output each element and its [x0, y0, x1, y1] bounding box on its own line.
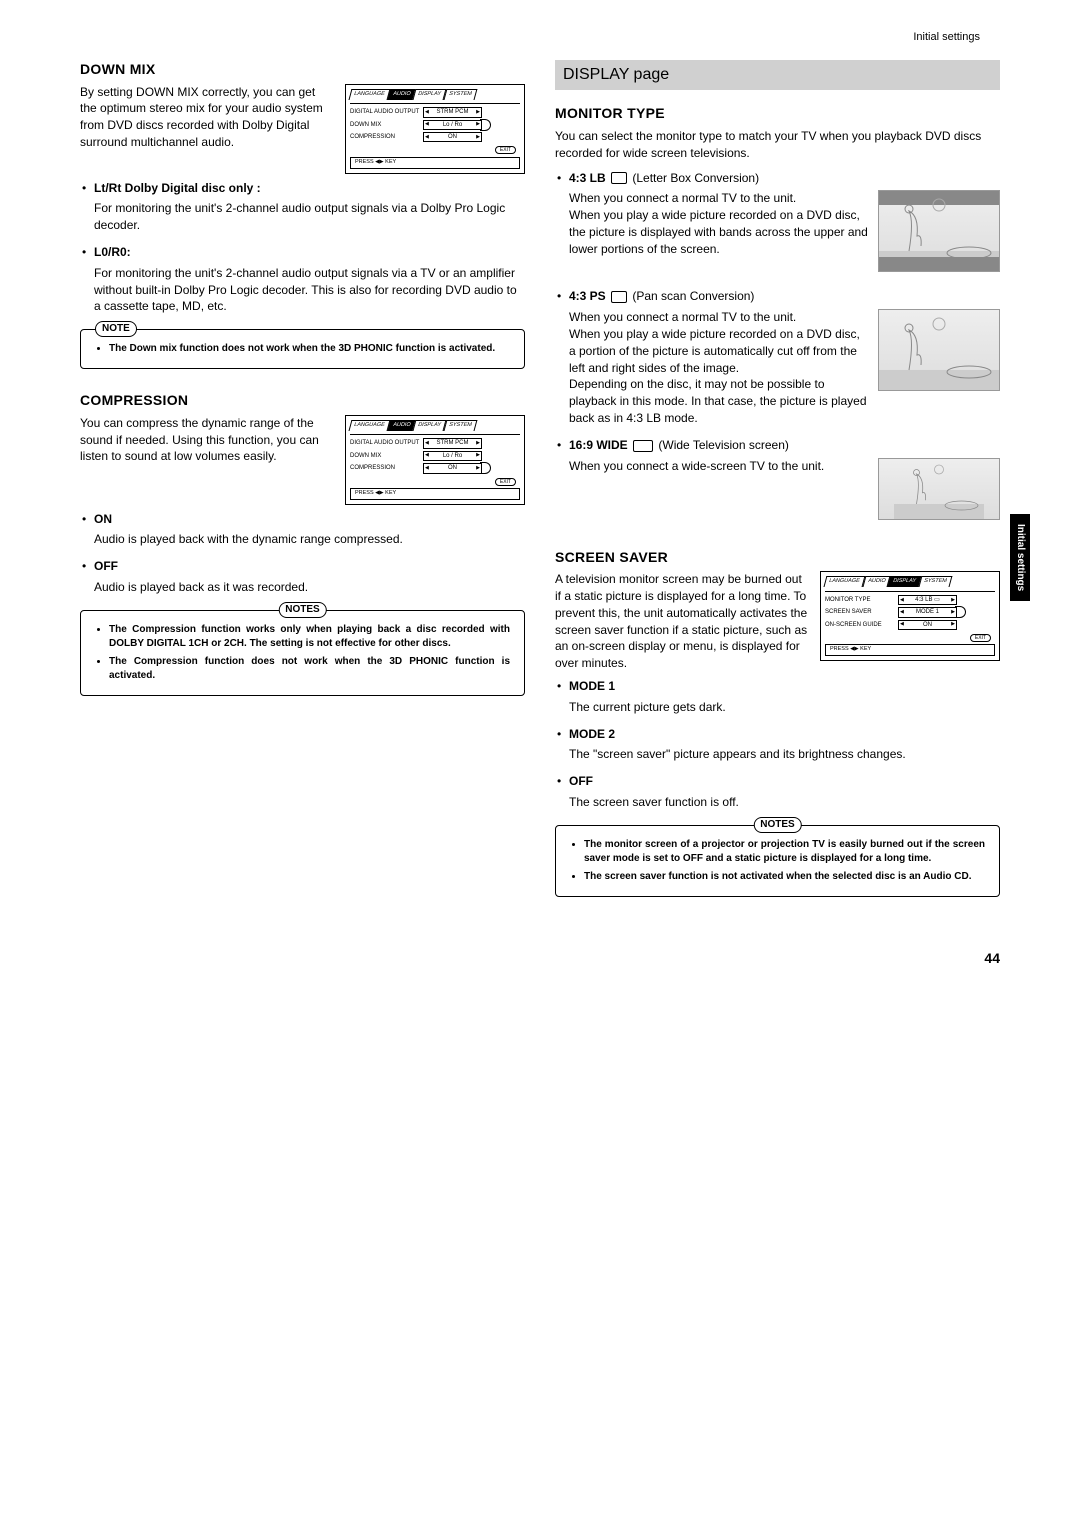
- note-item: The Compression function does not work w…: [109, 655, 510, 683]
- bullet: Lt/Rt Dolby Digital disc only :: [80, 180, 525, 197]
- bullet-label: ON: [94, 512, 112, 526]
- bullet-desc: The current picture gets dark.: [555, 699, 1000, 716]
- note-item: The Compression function works only when…: [109, 623, 510, 651]
- bullet-desc: Audio is played back as it was recorded.: [80, 579, 525, 596]
- side-tab: Initial settings: [1010, 514, 1030, 601]
- bullet-label: L0/R0:: [94, 245, 131, 259]
- monitor-intro: You can select the monitor type to match…: [555, 128, 1000, 162]
- bullet-label: OFF: [94, 559, 118, 573]
- illustration: [878, 309, 1000, 391]
- bullet-label: Lt/Rt Dolby Digital disc only :: [94, 181, 261, 195]
- bullet-desc: For monitoring the unit's 2-channel audi…: [80, 265, 525, 315]
- saver-block: SCREEN SAVER A television monitor screen…: [555, 548, 1000, 897]
- left-column: DOWN MIX By setting DOWN MIX correctly, …: [80, 60, 525, 919]
- monitor-label: 4:3 LB: [569, 171, 606, 185]
- saver-intro: A television monitor screen may be burne…: [555, 571, 810, 672]
- compression-note: NOTES The Compression function works onl…: [80, 610, 525, 696]
- bullet: MODE 1: [555, 678, 1000, 695]
- downmix-note: NOTE The Down mix function does not work…: [80, 329, 525, 369]
- monitor-desc: When you connect a wide-screen TV to the…: [555, 458, 1000, 526]
- tv-icon: [611, 172, 627, 184]
- note-item: The monitor screen of a projector or pro…: [584, 838, 985, 866]
- downmix-block: DOWN MIX By setting DOWN MIX correctly, …: [80, 60, 525, 369]
- note-item: The Down mix function does not work when…: [109, 342, 510, 356]
- illustration: [878, 458, 1000, 520]
- note-title: NOTE: [95, 321, 137, 337]
- monitor-block: MONITOR TYPE You can select the monitor …: [555, 104, 1000, 525]
- bullet-label: OFF: [569, 774, 593, 788]
- page-number: 44: [80, 949, 1000, 969]
- tv-icon: [611, 291, 627, 303]
- downmix-menu: LANGUAGEAUDIODISPLAYSYSTEMDIGITAL AUDIO …: [345, 84, 525, 174]
- compression-items: ON Audio is played back with the dynamic …: [80, 511, 525, 596]
- monitor-items: 4:3 LB (Letter Box Conversion) When you c…: [555, 170, 1000, 526]
- note-title: NOTES: [753, 817, 801, 833]
- bullet-desc: The "screen saver" picture appears and i…: [555, 746, 1000, 763]
- bullet: MODE 2: [555, 726, 1000, 743]
- monitor-bullet: 4:3 PS (Pan scan Conversion): [555, 288, 1000, 305]
- monitor-title: MONITOR TYPE: [555, 104, 1000, 124]
- bullet: OFF: [80, 558, 525, 575]
- downmix-title: DOWN MIX: [80, 60, 525, 80]
- downmix-intro: By setting DOWN MIX correctly, you can g…: [80, 84, 335, 151]
- saver-menu: LANGUAGEAUDIODISPLAYSYSTEMMONITOR TYPE◀4…: [820, 571, 1000, 661]
- illustration: [878, 190, 1000, 272]
- saver-title: SCREEN SAVER: [555, 548, 1000, 568]
- compression-intro: You can compress the dynamic range of th…: [80, 415, 335, 465]
- saver-note: NOTES The monitor screen of a projector …: [555, 825, 1000, 897]
- monitor-label: 16:9 WIDE: [569, 438, 628, 452]
- bullet: OFF: [555, 773, 1000, 790]
- tv-icon: [633, 440, 653, 452]
- bullet-label: MODE 1: [569, 679, 615, 693]
- compression-block: COMPRESSION You can compress the dynamic…: [80, 391, 525, 696]
- monitor-bullet: 16:9 WIDE (Wide Television screen): [555, 437, 1000, 454]
- right-column: DISPLAY page MONITOR TYPE You can select…: [555, 60, 1000, 919]
- note-item: The screen saver function is not activat…: [584, 870, 985, 884]
- bullet-desc: The screen saver function is off.: [555, 794, 1000, 811]
- note-title: NOTES: [278, 602, 326, 618]
- display-band: DISPLAY page: [555, 60, 1000, 90]
- compression-menu: LANGUAGEAUDIODISPLAYSYSTEMDIGITAL AUDIO …: [345, 415, 525, 505]
- bullet-label: MODE 2: [569, 727, 615, 741]
- downmix-items: Lt/Rt Dolby Digital disc only : For monit…: [80, 180, 525, 316]
- monitor-desc: When you connect a normal TV to the unit…: [555, 309, 1000, 427]
- bullet: L0/R0:: [80, 244, 525, 261]
- monitor-desc: When you connect a normal TV to the unit…: [555, 190, 1000, 278]
- bullet-desc: For monitoring the unit's 2-channel audi…: [80, 200, 525, 234]
- saver-items: MODE 1 The current picture gets dark. MODE…: [555, 678, 1000, 811]
- compression-title: COMPRESSION: [80, 391, 525, 411]
- bullet-desc: Audio is played back with the dynamic ra…: [80, 531, 525, 548]
- monitor-bullet: 4:3 LB (Letter Box Conversion): [555, 170, 1000, 187]
- bullet: ON: [80, 511, 525, 528]
- header-section: Initial settings: [913, 30, 980, 45]
- monitor-label: 4:3 PS: [569, 289, 606, 303]
